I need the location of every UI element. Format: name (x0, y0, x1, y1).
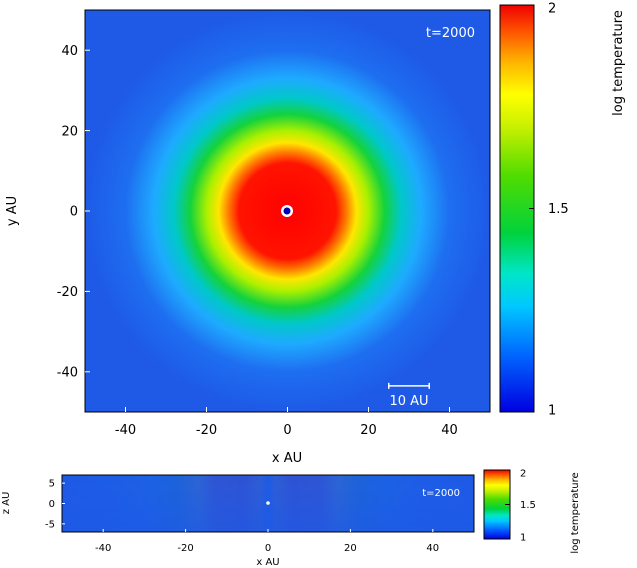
face-on-colorbar-fill (499, 4, 535, 413)
edge-on-colorbar-tick-label: 1.5 (520, 500, 536, 511)
face-on-y-tick-label: 40 (61, 44, 78, 59)
face-on-y-tick-label: 0 (70, 205, 78, 220)
face-on-colorbar-tick-label: 2 (548, 2, 556, 17)
face-on-y-tick-label: 20 (61, 124, 78, 139)
face-on-y-axis-label: y AU (5, 196, 20, 226)
central-star (283, 207, 291, 215)
face-on-colorbar-tick-label: 1 (548, 404, 556, 419)
edge-on-y-tick-label: -5 (45, 519, 55, 530)
edge-on-star (266, 501, 270, 505)
edge-on-colorbar-tick-label: 1 (520, 533, 526, 544)
edge-on-x-tick-label: -40 (95, 543, 111, 554)
scale-bar: 10 AU (388, 382, 430, 409)
edge-on-colorbar-tick-label: 2 (520, 469, 526, 480)
face-on-x-tick-label: 0 (283, 423, 291, 438)
scale-bar-label: 10 AU (389, 394, 428, 409)
face-on-x-tick-label: -20 (196, 423, 217, 438)
face-on-x-ticks: -40 -20 0 20 40 (115, 407, 458, 438)
face-on-x-tick-label: 20 (360, 423, 377, 438)
edge-on-colorbar: 11.52 log temperature (483, 469, 581, 554)
face-on-y-tick-label: -20 (57, 285, 78, 300)
edge-on-x-tick-label: 0 (265, 543, 271, 554)
edge-on-x-tick-label: 20 (344, 543, 357, 554)
edge-on-y-ticks: -5 0 5 (45, 479, 65, 530)
edge-on-x-ticks: -40 -20 0 20 40 (95, 529, 439, 554)
face-on-colorbar: 11.52 log temperature (499, 2, 626, 419)
edge-on-colorbar-ticks: 11.52 (505, 469, 536, 544)
face-on-x-axis-label: x AU (272, 451, 302, 466)
edge-on-panel: t=2000 -40 -20 0 20 40 -5 0 5 x AU z AU (1, 474, 475, 568)
face-on-y-ticks: -40 -20 0 20 40 (57, 44, 90, 380)
edge-on-y-tick-label: 0 (49, 499, 55, 510)
face-on-y-tick-label: -40 (57, 365, 78, 380)
edge-on-time-label: t=2000 (422, 488, 460, 499)
time-label: t=2000 (426, 26, 475, 41)
face-on-panel: t=2000 10 AU -40 -20 0 20 40 -40 -20 0 20 40 x A… (5, 9, 491, 466)
edge-on-x-tick-label: 40 (426, 543, 439, 554)
face-on-colorbar-label: log temperature (611, 10, 626, 116)
face-on-x-tick-label: -40 (115, 423, 136, 438)
face-on-colorbar-tick-label: 1.5 (548, 202, 569, 217)
edge-on-y-axis-label: z AU (1, 492, 12, 515)
face-on-x-tick-label: 40 (441, 423, 458, 438)
edge-on-x-axis-label: x AU (256, 557, 279, 568)
edge-on-y-tick-label: 5 (49, 479, 55, 490)
edge-on-colorbar-label: log temperature (570, 472, 581, 553)
face-on-colorbar-ticks: 11.52 (529, 2, 569, 419)
edge-on-x-tick-label: -20 (177, 543, 193, 554)
